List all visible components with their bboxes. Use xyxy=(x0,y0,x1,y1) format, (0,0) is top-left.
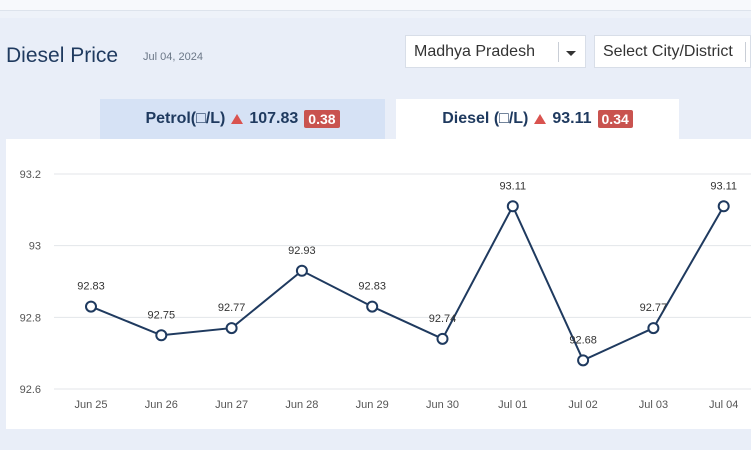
data-label: 92.93 xyxy=(288,245,316,257)
price-line-chart: 92.6 92.8 93 93.2 Jun 25 Jun 26 Jun 27 Jun 28 Ju… xyxy=(20,169,751,411)
up-arrow-icon xyxy=(231,114,244,124)
data-label: 93.11 xyxy=(499,180,526,192)
y-tick-label: 93.2 xyxy=(20,169,41,181)
data-point xyxy=(506,200,519,213)
data-label: 92.77 xyxy=(218,302,246,314)
data-label: 93.11 xyxy=(710,180,737,192)
data-label: 92.75 xyxy=(148,309,176,321)
tab-petrol-label: Petrol(□/L) xyxy=(145,110,226,127)
city-select[interactable]: Select City/District xyxy=(594,35,751,68)
select-divider xyxy=(558,42,559,62)
series-line xyxy=(90,203,725,362)
data-point xyxy=(155,329,168,342)
x-tick-label: Jul 04 xyxy=(709,399,738,411)
data-point xyxy=(436,332,449,345)
chart-card: 92.6 92.8 93 93.2 Jun 25 Jun 26 Jun 27 Jun 28 Ju… xyxy=(6,139,751,429)
tab-diesel[interactable]: Diesel (□/L) 93.11 0.34 xyxy=(396,99,679,139)
tab-diesel-label: Diesel (□/L) xyxy=(442,110,529,127)
diesel-change-badge: 0.34 xyxy=(597,110,633,128)
tab-petrol[interactable]: Petrol(□/L) 107.83 0.38 xyxy=(100,99,385,139)
data-label: 92.77 xyxy=(640,302,668,314)
y-tick-label: 92.8 xyxy=(20,312,41,324)
y-tick-label: 93 xyxy=(29,241,41,253)
data-label: 92.83 xyxy=(358,281,386,293)
x-tick-label: Jul 02 xyxy=(568,399,597,411)
data-point xyxy=(366,300,379,313)
x-tick-label: Jun 28 xyxy=(285,399,318,411)
x-tick-label: Jul 03 xyxy=(639,399,668,411)
select-divider xyxy=(745,42,746,62)
chevron-down-icon xyxy=(566,51,576,56)
data-label: 92.83 xyxy=(77,281,105,293)
x-tick-label: Jun 29 xyxy=(356,399,389,411)
data-point xyxy=(577,354,590,367)
x-tick-label: Jun 27 xyxy=(215,399,248,411)
price-date: Jul 04, 2024 xyxy=(143,51,203,63)
state-select[interactable]: Madhya Pradesh xyxy=(405,35,586,68)
data-point xyxy=(225,322,238,335)
tab-diesel-price: 93.11 xyxy=(552,110,592,127)
data-point xyxy=(85,300,97,313)
x-tick-label: Jul 01 xyxy=(498,399,527,411)
x-tick-label: Jun 30 xyxy=(426,399,459,411)
city-select-value: Select City/District xyxy=(603,43,733,60)
data-point xyxy=(717,200,730,213)
x-tick-label: Jun 26 xyxy=(145,399,178,411)
data-label: 92.68 xyxy=(569,334,597,346)
data-point xyxy=(295,264,308,277)
x-tick-label: Jun 25 xyxy=(74,399,107,411)
page-title: Diesel Price xyxy=(6,44,119,67)
up-arrow-icon xyxy=(534,114,547,124)
petrol-change-badge: 0.38 xyxy=(304,110,340,128)
top-strip xyxy=(0,0,751,11)
y-tick-label: 92.6 xyxy=(20,384,41,396)
data-label: 92.74 xyxy=(429,313,457,325)
tab-petrol-price: 107.83 xyxy=(249,110,299,127)
state-select-value: Madhya Pradesh xyxy=(414,43,535,60)
data-point xyxy=(647,322,660,335)
